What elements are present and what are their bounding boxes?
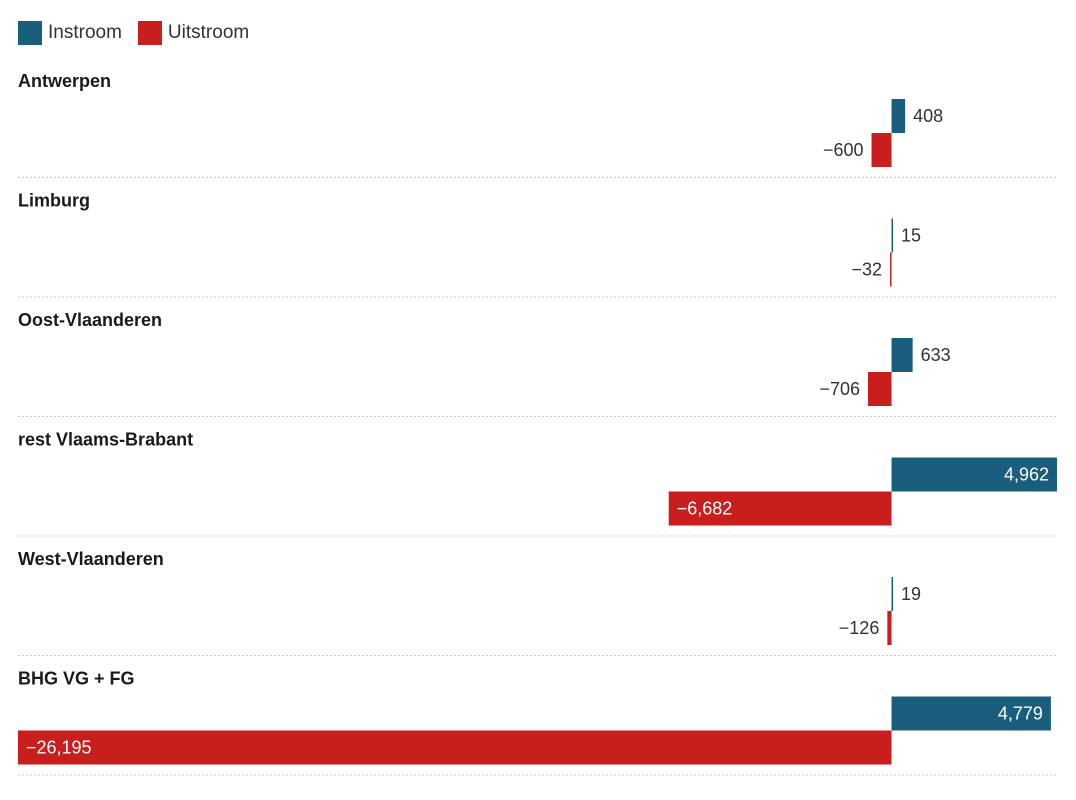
bar-uitstroom-antwerpen [871, 133, 892, 167]
row-title-antwerpen: Antwerpen [18, 71, 111, 91]
label-uitstroom-antwerpen: −600 [823, 140, 864, 160]
legend-item-instroom: Instroom [18, 21, 122, 45]
label-instroom-bhg-vg-fg: 4,779 [998, 704, 1043, 724]
bar-uitstroom-limburg [890, 252, 892, 287]
legend-label-instroom: Instroom [48, 22, 122, 43]
label-uitstroom-west-vlaanderen: −126 [839, 618, 880, 638]
label-instroom-oost-vlaanderen: 633 [921, 345, 951, 365]
legend-label-uitstroom: Uitstroom [167, 22, 250, 43]
legend-item-uitstroom: Uitstroom [137, 21, 250, 45]
bar-uitstroom-bhg-vg-fg [18, 730, 892, 765]
label-instroom-rest-vlaams-brabant: 4,962 [1004, 465, 1049, 485]
row-title-west-vlaanderen: West-Vlaanderen [18, 549, 164, 569]
bar-instroom-limburg [891, 218, 894, 253]
legend: Instroom Uitstroom [18, 21, 265, 45]
bar-instroom-bhg-vg-fg [891, 696, 1051, 731]
label-instroom-limburg: 15 [901, 226, 921, 246]
row-title-oost-vlaanderen: Oost-Vlaanderen [18, 310, 162, 330]
bar-instroom-rest-vlaams-brabant [891, 457, 1057, 492]
bar-instroom-antwerpen [891, 99, 906, 133]
label-uitstroom-oost-vlaanderen: −706 [819, 379, 860, 399]
bar-instroom-west-vlaanderen [891, 577, 894, 611]
legend-swatch-instroom [18, 21, 42, 45]
bar-instroom-oost-vlaanderen [891, 338, 913, 372]
legend-swatch-uitstroom [137, 21, 162, 45]
row-title-rest-vlaams-brabant: rest Vlaams-Brabant [18, 430, 193, 450]
label-instroom-west-vlaanderen: 19 [901, 584, 921, 604]
label-uitstroom-limburg: −32 [851, 260, 882, 280]
bar-uitstroom-rest-vlaams-brabant [668, 491, 892, 526]
label-uitstroom-bhg-vg-fg: −26,195 [26, 738, 92, 758]
label-uitstroom-rest-vlaams-brabant: −6,682 [677, 499, 733, 519]
row-title-limburg: Limburg [18, 191, 90, 211]
label-instroom-antwerpen: 408 [913, 106, 943, 126]
bar-uitstroom-west-vlaanderen [887, 611, 892, 645]
bar-uitstroom-oost-vlaanderen [867, 372, 892, 406]
row-title-bhg-vg-fg: BHG VG + FG [18, 669, 135, 689]
